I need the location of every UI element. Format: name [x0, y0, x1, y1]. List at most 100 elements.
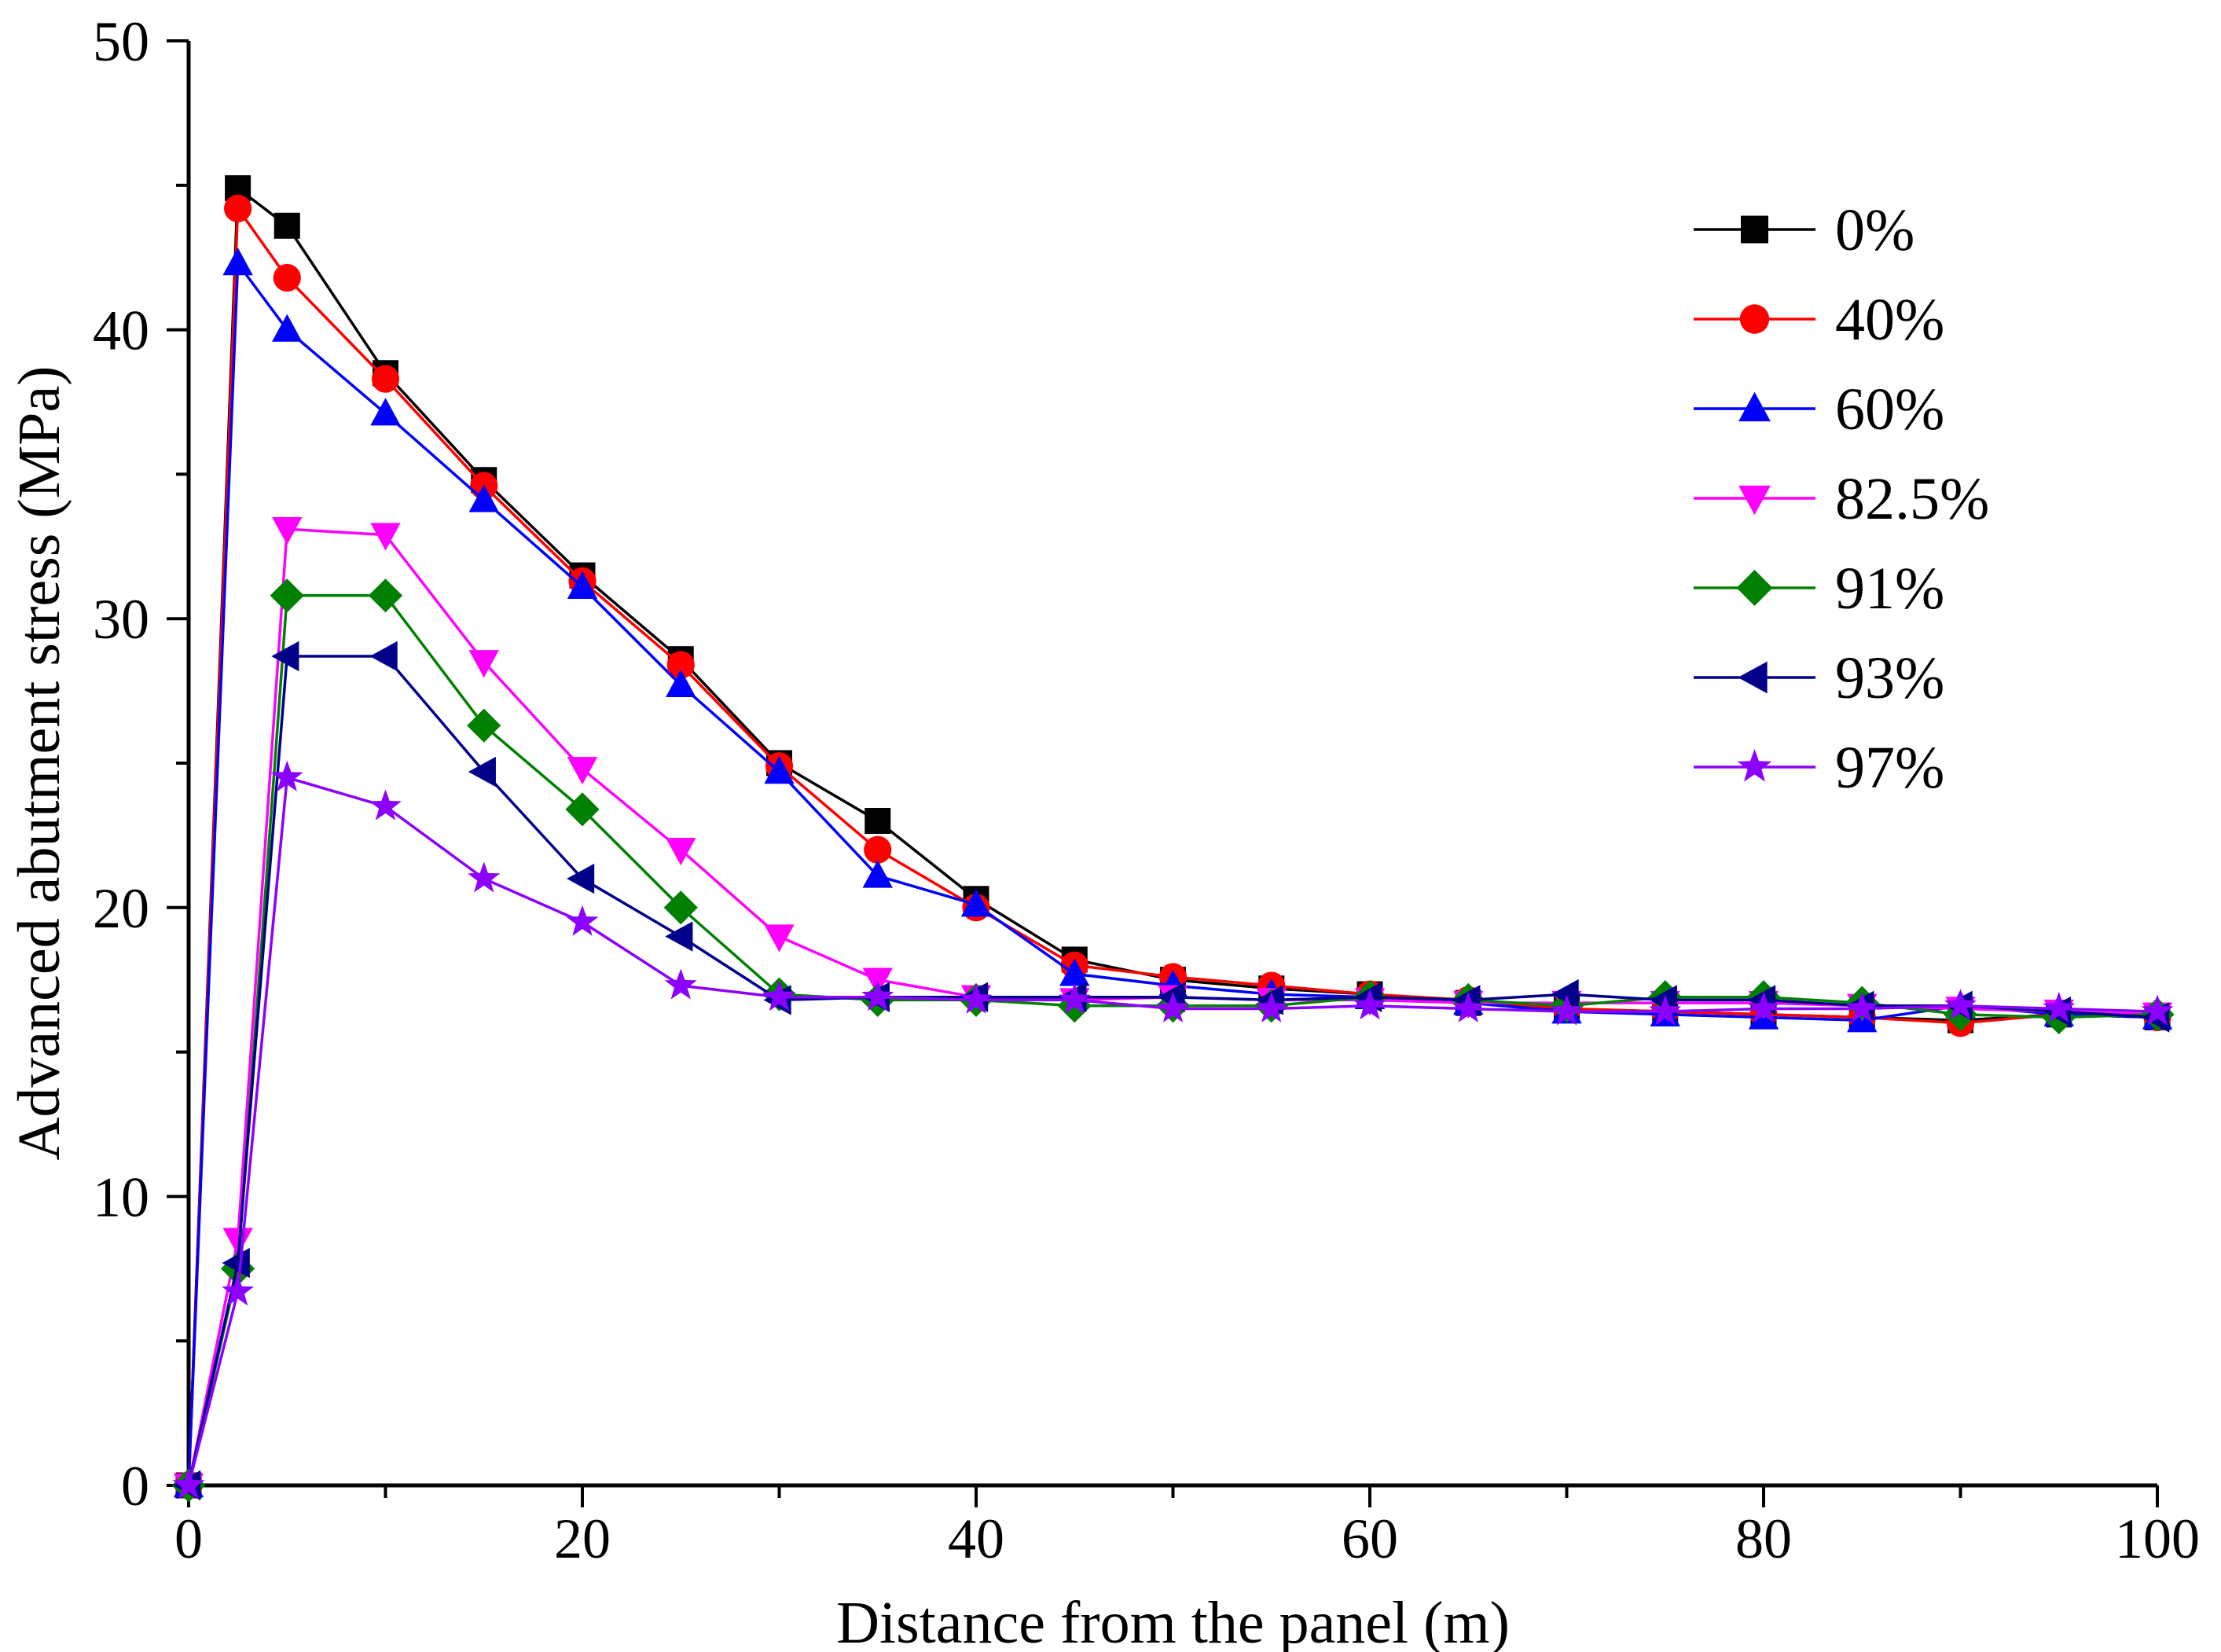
series-line	[187, 776, 2158, 1486]
data-point	[1058, 982, 1091, 1014]
x-axis-title: Distance from the panel (m)	[836, 1590, 1510, 1652]
y-tick-label: 0	[121, 1455, 149, 1518]
legend-marker	[1738, 391, 1771, 422]
data-point	[273, 212, 300, 239]
data-point	[1059, 958, 1090, 986]
data-point	[370, 523, 401, 551]
data-point	[666, 838, 696, 866]
legend-label: 60%	[1835, 376, 1944, 442]
data-point	[468, 650, 499, 678]
data-point	[270, 760, 303, 791]
legend-item: 0%	[1694, 197, 1914, 263]
data-point	[368, 578, 403, 613]
data-point	[2141, 994, 2174, 1026]
legend-item: 97%	[1694, 735, 1944, 801]
data-point	[763, 980, 795, 1011]
data-point	[960, 982, 993, 1014]
data-point	[468, 861, 501, 893]
series-layer	[171, 174, 2175, 1503]
legend-marker	[1737, 749, 1772, 782]
y-tick-label: 10	[93, 1166, 149, 1228]
data-point	[370, 398, 401, 426]
data-point	[224, 194, 252, 222]
series-line	[187, 527, 2158, 1486]
legend: 0% 40% 60% 82.5% 91% 93% 97%	[1694, 197, 1989, 801]
data-point	[468, 756, 496, 787]
legend-label: 91%	[1835, 556, 1944, 622]
data-point	[566, 905, 599, 936]
data-point	[222, 1275, 255, 1306]
legend-label: 0%	[1835, 197, 1914, 263]
data-point	[1943, 997, 1978, 1032]
data-point	[272, 517, 303, 545]
data-point	[369, 789, 402, 820]
data-point	[172, 1468, 205, 1500]
legend-label: 82.5%	[1835, 466, 1989, 532]
data-point	[1845, 991, 1878, 1022]
data-point	[1649, 994, 1682, 1026]
legend-marker	[1739, 304, 1770, 334]
x-tick-label: 80	[1735, 1507, 1792, 1570]
legend-marker	[1738, 485, 1771, 516]
data-point	[222, 1228, 253, 1256]
data-point	[468, 484, 499, 512]
data-point	[861, 980, 894, 1011]
data-point	[1551, 978, 1579, 1010]
data-point	[271, 641, 299, 672]
legend-marker	[1738, 661, 1768, 694]
data-point	[1353, 989, 1386, 1020]
data-point	[1157, 991, 1189, 1022]
series-7	[172, 760, 2174, 1500]
legend-label: 97%	[1835, 735, 1944, 801]
data-point	[567, 757, 598, 785]
data-point	[666, 651, 695, 679]
data-point	[270, 578, 304, 613]
data-point	[371, 365, 400, 393]
data-point	[1944, 989, 1977, 1020]
data-point	[272, 314, 303, 342]
data-point	[960, 889, 992, 917]
legend-item: 91%	[1694, 556, 1944, 622]
legend-label: 93%	[1835, 645, 1944, 711]
data-point	[663, 890, 698, 925]
y-tick-label: 20	[93, 877, 149, 940]
x-tick-label: 0	[174, 1507, 203, 1570]
data-point	[1255, 991, 1288, 1022]
series-line	[187, 655, 2158, 1486]
series-line	[187, 594, 2158, 1486]
data-point	[664, 968, 697, 1000]
legend-item: 60%	[1694, 376, 1944, 442]
legend-marker	[1741, 215, 1768, 244]
legend-marker	[1736, 570, 1773, 606]
data-point	[222, 1247, 250, 1279]
data-point	[764, 924, 795, 953]
legend-item: 82.5%	[1694, 466, 1989, 532]
data-point	[1452, 991, 1485, 1022]
data-point	[666, 669, 696, 697]
axes: 0 20 40 60 80 100 0 10 20 30 40 50	[93, 10, 2200, 1570]
data-point	[764, 756, 795, 784]
data-point	[865, 808, 891, 835]
x-tick-label: 20	[554, 1507, 611, 1570]
series-line	[187, 204, 2158, 1486]
data-point	[665, 921, 693, 952]
legend-item: 40%	[1694, 287, 1944, 353]
data-point	[1551, 994, 1583, 1026]
data-point	[222, 248, 253, 276]
x-tick-label: 60	[1342, 1507, 1398, 1570]
y-tick-label: 40	[93, 299, 149, 362]
data-point	[862, 860, 893, 888]
data-point	[2043, 991, 2076, 1022]
legend-label: 40%	[1835, 287, 1944, 353]
y-axis-title: Advanced abutment stress (MPa)	[6, 366, 72, 1161]
data-point	[567, 863, 595, 894]
y-tick-label: 50	[93, 10, 149, 73]
data-point	[273, 263, 301, 292]
data-point	[467, 708, 501, 743]
data-point	[567, 571, 598, 599]
x-tick-label: 100	[2115, 1507, 2200, 1570]
legend-item: 93%	[1694, 645, 1944, 711]
series-line	[187, 259, 2158, 1486]
data-point	[369, 641, 398, 672]
